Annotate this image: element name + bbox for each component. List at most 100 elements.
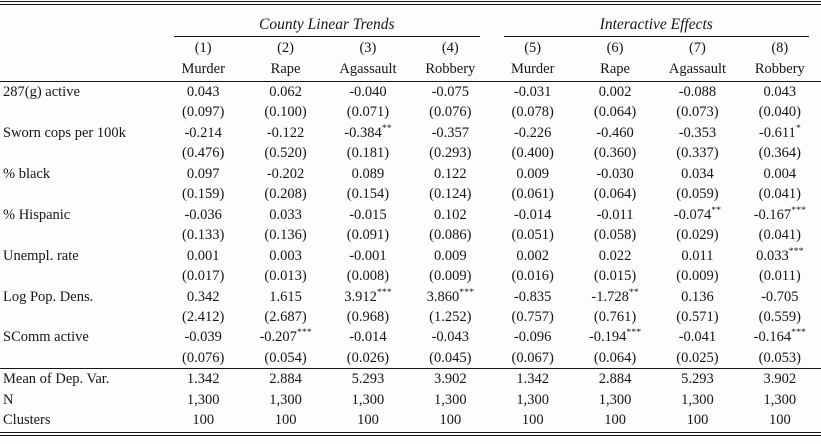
std-error-cell: (0.086)	[429, 227, 472, 244]
col-name: Murder	[491, 59, 574, 82]
summary-value-cell: 100	[274, 412, 297, 429]
estimate-cell: -0.074**	[673, 204, 722, 223]
col-name: Robbery	[738, 59, 821, 82]
std-error-cell: (0.208)	[264, 186, 307, 203]
estimate-cell: -1.728**	[591, 286, 639, 305]
col-group-label: County Linear Trends	[174, 15, 480, 37]
table-header: County Linear Trends Interactive Effects…	[0, 5, 821, 82]
summary-row: Mean of Dep. Var. 1.342 2.884 5.293 3.902 1.3…	[0, 368, 821, 390]
std-error-cell: (0.041)	[758, 186, 801, 203]
std-error-cell: (0.097)	[182, 104, 225, 121]
col-number: (8)	[771, 40, 789, 56]
estimate-cell: -0.039	[184, 329, 222, 346]
col-group-county-linear-trends: County Linear Trends	[162, 5, 492, 37]
summary-value-cell: 1,300	[681, 391, 714, 408]
std-error-cell: (0.008)	[346, 268, 390, 285]
summary-value-cell: 1,300	[351, 391, 385, 408]
col-name: Murder	[162, 59, 245, 82]
estimate-cell: -0.040	[349, 84, 387, 100]
std-error-cell: (0.076)	[182, 349, 225, 366]
estimate-cell: 0.022	[598, 247, 632, 264]
estimate-cell: 0.062	[269, 84, 302, 100]
estimate-cell: 1.615	[269, 288, 302, 305]
summary-value-cell: 2.884	[244, 368, 327, 390]
estimate-cell: -0.031	[513, 84, 552, 100]
estimate-cell: 0.009	[516, 165, 549, 182]
col-number: (2)	[277, 40, 295, 56]
estimate-cell: 0.043	[763, 84, 797, 100]
std-error-cell: (0.015)	[593, 268, 637, 285]
coefficient-row: 287(g) active 0.043 0.062 -0.040 -0.075 -0.03…	[0, 82, 821, 103]
estimate-cell: 0.003	[269, 247, 302, 264]
std-error-cell: (2.412)	[182, 308, 225, 325]
estimate-cell: -0.075	[431, 84, 470, 100]
col-group-interactive-effects: Interactive Effects	[492, 5, 821, 37]
std-error-cell: (0.067)	[511, 349, 554, 366]
header-spacer	[0, 59, 162, 82]
summary-value-cell: 1,300	[763, 391, 797, 408]
row-label: Sworn cops per 100k	[3, 124, 126, 141]
estimate-cell: 0.033***	[756, 245, 804, 264]
significance-stars: ***	[791, 204, 806, 216]
std-error-row: (0.159) (0.208) (0.154) (0.124) (0.061) (0.06…	[0, 184, 821, 204]
std-error-cell: (0.009)	[429, 268, 472, 285]
estimate-cell: -0.014	[349, 329, 387, 346]
std-error-cell: (0.091)	[346, 227, 390, 244]
std-error-cell: (0.026)	[346, 349, 390, 366]
estimate-cell: -0.460	[596, 124, 634, 141]
std-error-cell: (0.159)	[182, 186, 225, 203]
std-error-cell: (0.017)	[182, 268, 225, 285]
std-error-cell: (0.061)	[511, 186, 554, 203]
std-error-cell: (0.073)	[676, 104, 719, 121]
std-error-cell: (0.051)	[511, 227, 554, 244]
std-error-cell: (0.058)	[593, 227, 637, 244]
estimate-cell: -0.353	[678, 124, 717, 141]
std-error-cell: (0.968)	[346, 308, 390, 325]
std-error-cell: (0.100)	[264, 104, 307, 121]
estimate-cell: 0.004	[763, 165, 797, 182]
std-error-cell: (1.252)	[429, 308, 472, 325]
top-double-rule	[0, 1, 821, 5]
std-error-cell: (0.041)	[758, 227, 801, 244]
estimate-cell: -0.705	[761, 288, 799, 305]
summary-value-cell: 1,300	[434, 391, 467, 408]
std-error-cell: (0.133)	[182, 227, 225, 244]
significance-stars: ***	[376, 286, 392, 298]
row-label: Clusters	[3, 412, 51, 429]
estimate-cell: -0.043	[431, 329, 470, 346]
row-label: 287(g) active	[3, 84, 80, 100]
std-error-cell: (0.136)	[264, 227, 307, 244]
summary-value-cell: 5.293	[656, 368, 739, 390]
summary-value-cell: 100	[357, 412, 379, 429]
std-error-cell: (2.687)	[264, 308, 307, 325]
summary-value-cell: 100	[604, 412, 626, 429]
estimate-cell: 3.912***	[344, 286, 392, 305]
col-number: (5)	[524, 40, 542, 56]
std-error-row: (0.476) (0.520) (0.181) (0.293) (0.400) (0.36…	[0, 143, 821, 163]
std-error-cell: (0.054)	[264, 349, 307, 366]
significance-stars: ***	[788, 245, 804, 257]
std-error-row: (0.097) (0.100) (0.071) (0.076) (0.078) (0.06…	[0, 102, 821, 122]
significance-stars: ***	[296, 327, 312, 339]
col-number: (7)	[688, 40, 706, 56]
summary-value-cell: 1.342	[491, 368, 574, 390]
std-error-cell: (0.400)	[511, 145, 554, 162]
std-error-cell: (0.154)	[346, 186, 390, 203]
estimate-cell: 0.011	[681, 247, 714, 264]
std-error-cell: (0.064)	[593, 186, 637, 203]
row-label	[0, 143, 162, 163]
col-name: Rape	[244, 59, 327, 82]
estimate-cell: 0.002	[516, 247, 549, 264]
estimate-cell: 0.122	[434, 165, 467, 182]
estimate-cell: 0.097	[186, 165, 220, 182]
significance-stars: ***	[459, 286, 474, 298]
std-error-cell: (0.011)	[758, 268, 801, 285]
std-error-row: (0.133) (0.136) (0.091) (0.086) (0.051) (0.05…	[0, 225, 821, 245]
summary-value-cell: 1,300	[516, 391, 549, 408]
summary-value-cell: 3.902	[738, 368, 821, 390]
summary-value-cell: 100	[521, 412, 544, 429]
col-number: (1)	[194, 40, 212, 56]
col-group-label: Interactive Effects	[503, 15, 809, 37]
std-error-cell: (0.029)	[676, 227, 719, 244]
std-error-row: (2.412) (2.687) (0.968) (1.252) (0.757) (0.76…	[0, 307, 821, 327]
